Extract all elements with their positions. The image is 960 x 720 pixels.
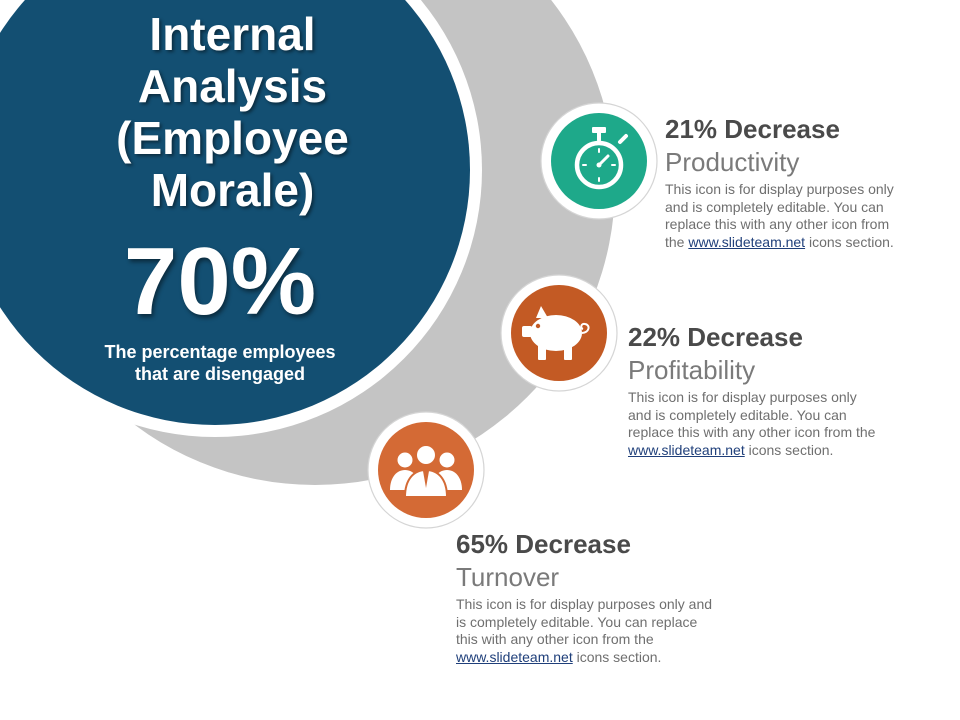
stopwatch-icon <box>574 127 628 190</box>
description-line: This icon is for display purposes only <box>665 181 894 197</box>
item-heading: 22% Decrease <box>628 322 803 352</box>
description-line: the www.slideteam.net icons section. <box>665 234 945 252</box>
item-heading: 21% Decrease <box>665 114 840 144</box>
item-description: This icon is for display purposes only a… <box>628 389 928 459</box>
description-line: www.slideteam.net icons section. <box>456 649 756 667</box>
item-turnover: 65% Decrease Turnover This icon is for d… <box>456 529 756 666</box>
team-icon <box>390 444 462 498</box>
description-suffix: icons section. <box>572 648 662 665</box>
item-heading: 65% Decrease <box>456 529 631 559</box>
item-profitability: 22% Decrease Profitability This icon is … <box>628 322 928 459</box>
item-subtitle: Turnover <box>456 562 560 592</box>
slideteam-link[interactable]: www.slideteam.net <box>628 441 745 458</box>
description-line: replace this with any other icon from <box>665 216 890 232</box>
description-line: and is completely editable. You can <box>628 406 847 423</box>
description-line: is completely editable. You can replace <box>456 613 698 630</box>
item-description: This icon is for display purposes only a… <box>665 181 945 251</box>
item-subtitle: Productivity <box>665 147 800 177</box>
title-line: Internal <box>149 8 316 60</box>
description-line: This icon is for display purposes only a… <box>456 596 713 612</box>
title-line: Morale) <box>150 164 315 216</box>
item-description: This icon is for display purposes only a… <box>456 596 756 666</box>
description-prefix: the <box>665 233 689 250</box>
description-line: This icon is for display purposes only <box>628 389 857 405</box>
slideteam-link[interactable]: www.slideteam.net <box>688 233 806 250</box>
description-line: this with any other icon from the <box>456 631 654 647</box>
main-title: Internal Analysis (Employee Morale) <box>60 8 405 216</box>
stat-caption: The percentage employees that are diseng… <box>80 341 360 385</box>
stat-caption-line: The percentage employees <box>104 342 336 362</box>
item-3-icon-badge <box>367 411 485 529</box>
stat-caption-line: that are disengaged <box>134 364 306 384</box>
item-subtitle: Profitability <box>628 355 756 385</box>
description-line: replace this with any other icon from th… <box>628 424 876 440</box>
main-circle <box>0 0 470 425</box>
description-suffix: icons section. <box>805 233 894 250</box>
title-line: Analysis <box>137 60 328 112</box>
item-2-icon-badge <box>500 274 618 392</box>
piggy-bank-icon <box>522 306 590 360</box>
title-line: (Employee <box>116 112 349 164</box>
item-productivity: 21% Decrease Productivity This icon is f… <box>665 114 945 251</box>
slideteam-link[interactable]: www.slideteam.net <box>456 648 573 665</box>
item-1-icon-badge <box>540 102 658 220</box>
big-stat: 70% <box>123 228 317 335</box>
description-line: and is completely editable. You can <box>665 198 884 215</box>
description-line: www.slideteam.net icons section. <box>628 442 928 460</box>
description-suffix: icons section. <box>744 441 834 458</box>
